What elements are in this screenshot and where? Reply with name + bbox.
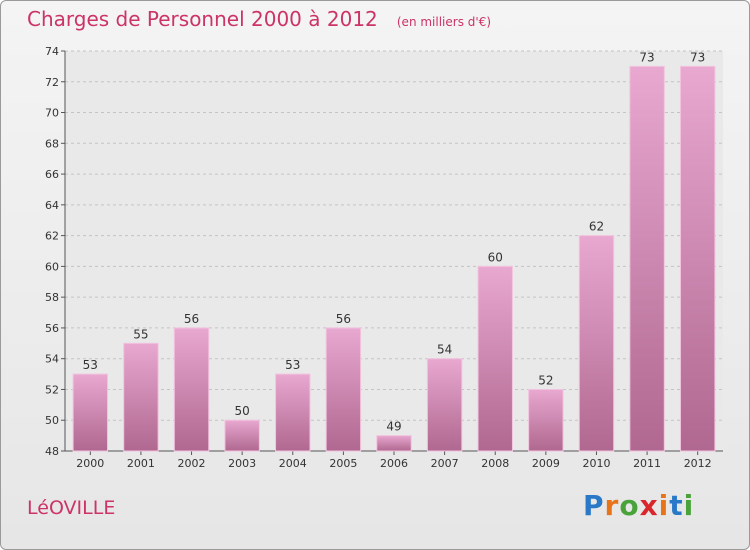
bar [528,388,564,452]
x-tick-label: 2009 [532,457,560,470]
x-tick-label: 2007 [431,457,459,470]
logo-letter: P [583,489,605,522]
logo-letter: i [658,489,670,522]
y-tick-label: 74 [45,45,59,58]
logo-letter: x [639,489,659,522]
y-tick-label: 56 [45,322,59,335]
bars [72,65,716,452]
y-tick-label: 52 [45,383,59,396]
bar [477,265,513,452]
commune-name: LéOVILLE [27,497,116,519]
y-tick-label: 64 [45,199,59,212]
y-tick-label: 60 [45,260,59,273]
y-tick-label: 70 [45,107,59,120]
chart-subtitle: (en milliers d'€) [396,15,491,29]
x-tick-label: 2003 [228,457,256,470]
bar-value-label: 60 [488,250,503,264]
bar-value-label: 53 [285,358,300,372]
title-row: Charges de Personnel 2000 à 2012 (en mil… [27,7,491,31]
y-tick-label: 72 [45,76,59,89]
bar-value-label: 56 [336,312,351,326]
bar [426,358,463,452]
bar [224,419,260,452]
x-tick-label: 2006 [380,457,408,470]
bar-value-label: 73 [639,50,654,64]
bar [679,65,716,452]
bar [72,373,109,452]
x-tick-label: 2012 [684,457,712,470]
bar-value-label: 73 [690,50,705,64]
x-tick-label: 2011 [633,457,661,470]
bar [376,435,412,452]
grid-lines [65,50,723,452]
bar [275,373,311,452]
bar [325,327,362,452]
bar-value-label: 54 [437,343,452,357]
bar-value-label: 50 [235,404,250,418]
proxiti-logo: Proxiti [583,489,694,522]
logo-letter: t [669,489,684,522]
x-tick-label: 2004 [279,457,307,470]
x-tick-label: 2005 [329,457,357,470]
y-tick-label: 66 [45,168,59,181]
bar [123,342,159,452]
bar [629,65,665,452]
bar [173,327,210,452]
y-tick-label: 50 [45,414,59,427]
x-tick-label: 2010 [582,457,610,470]
x-tick-label: 2008 [481,457,509,470]
bar [578,235,615,452]
axes: 48 50 52 54 56 58 60 62 64 66 68 70 72 74 2000 2001 2002… [45,45,723,470]
y-tick-label: 54 [45,353,59,366]
bar-value-label: 55 [133,327,148,341]
bar-value-label: 53 [83,358,98,372]
chart-title: Charges de Personnel 2000 à 2012 [27,7,378,31]
logo-letter: o [619,489,640,522]
y-tick-label: 48 [45,445,59,458]
logo-letter: r [604,489,620,522]
x-tick-label: 2002 [178,457,206,470]
bar-value-label: 49 [386,420,401,434]
bar-value-label: 56 [184,312,199,326]
bar-value-label: 62 [589,220,604,234]
y-tick-label: 58 [45,291,59,304]
bar-value-label: 52 [538,373,553,387]
y-tick-label: 62 [45,230,59,243]
logo-letter: i [683,489,695,522]
plot-area [65,51,723,451]
x-tick-label: 2001 [127,457,155,470]
y-tick-label: 68 [45,137,59,150]
labels: 53 55 56 50 53 56 49 54 60 52 62 73 73 [83,50,706,433]
x-tick-label: 2000 [76,457,104,470]
